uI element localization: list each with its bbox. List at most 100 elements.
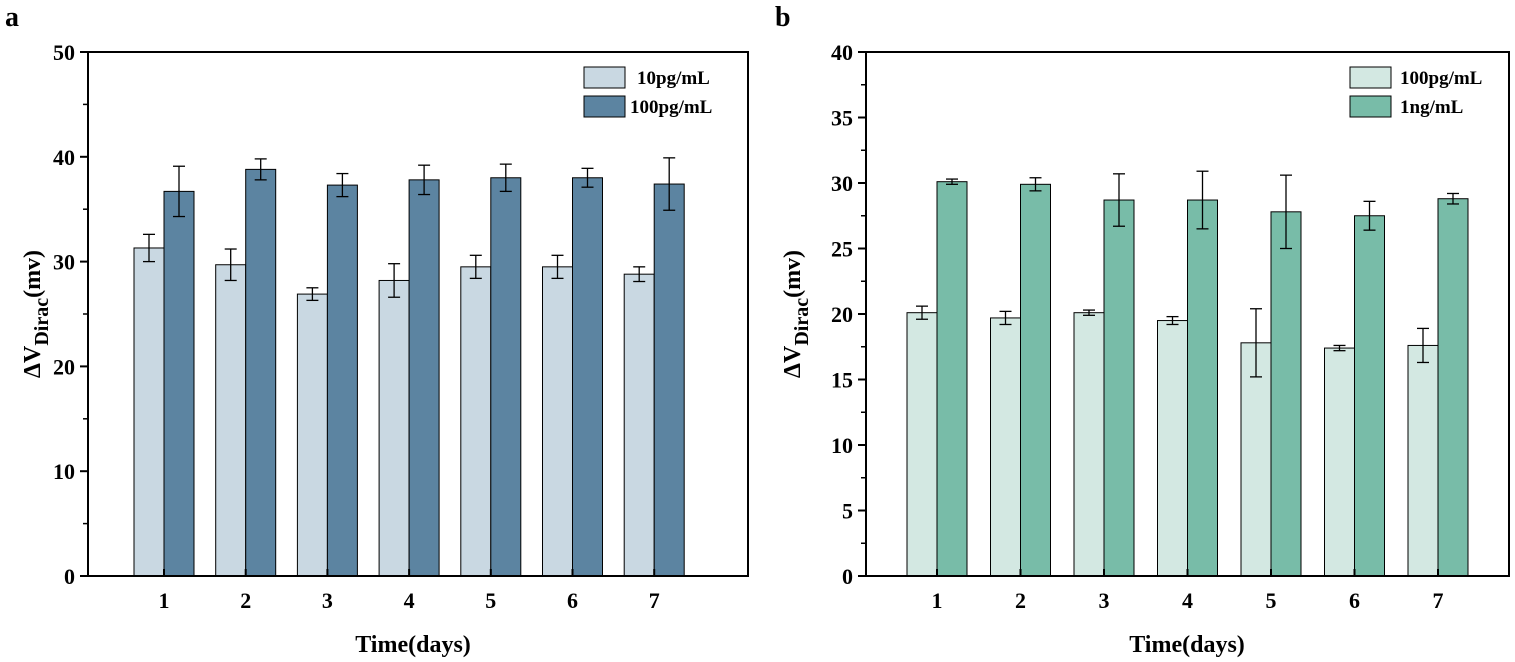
panel-b-legend-swatch-1 <box>1349 66 1392 89</box>
error-bar-a-series1-day2 <box>224 248 237 282</box>
error-bar-b-series2-day3 <box>1113 173 1125 227</box>
panel-b-x-ticks: 1 2 3 4 5 6 7 <box>932 569 1444 613</box>
bar-b-series1-day7 <box>1407 344 1439 577</box>
x-tick-label-a-6: 6 <box>567 588 578 613</box>
panel-a-legend-label-1: 10pg/mL <box>637 68 710 89</box>
panel-a-y-ticks: 0 10 20 30 40 50 <box>53 40 88 589</box>
error-bar-b-series1-day5 <box>1250 308 1262 378</box>
panel-a-legend-swatch-2 <box>583 95 626 118</box>
x-tick-label-b-6: 6 <box>1349 588 1360 613</box>
x-tick-label-a-3: 3 <box>322 588 333 613</box>
bar-a-series2-day7 <box>653 183 685 577</box>
panel-b-bars <box>906 181 1469 577</box>
panel-b-y-ticks: 0 5 10 15 20 25 30 35 40 <box>831 40 866 589</box>
bar-a-series2-day5 <box>490 177 522 577</box>
x-tick-label-b-5: 5 <box>1266 588 1277 613</box>
panel-b-legend-swatch-2 <box>1349 95 1392 118</box>
error-bar-a-series1-day4 <box>388 263 401 298</box>
bar-b-series1-day1 <box>906 312 938 577</box>
x-tick-label-a-1: 1 <box>159 588 170 613</box>
error-bar-a-series2-day4 <box>418 164 431 196</box>
panel-a: a 0 10 20 30 40 50 1 2 3 4 5 6 7 Time(days) ΔVDirac… <box>5 2 749 658</box>
x-tick-label-b-4: 4 <box>1182 588 1193 613</box>
bar-b-series2-day7 <box>1437 198 1469 577</box>
y-tick-label-a-20: 20 <box>53 354 75 379</box>
panel-b-x-axis-title: Time(days) <box>1129 632 1245 658</box>
error-bar-a-series2-day6 <box>581 167 594 188</box>
bar-a-series1-day3 <box>296 293 328 577</box>
panel-b-y-axis-title: ΔVDirac(mv) <box>780 250 813 378</box>
error-bar-a-series2-day7 <box>663 157 676 211</box>
error-bar-a-series2-day3 <box>336 172 349 198</box>
error-bar-a-series2-day1 <box>173 165 185 218</box>
error-bar-b-series2-day1 <box>946 178 958 185</box>
panel-b-letter: b <box>775 2 791 33</box>
bar-a-series2-day4 <box>408 179 440 577</box>
y-tick-label-b-30: 30 <box>831 171 853 196</box>
error-bar-a-series1-day5 <box>469 254 482 280</box>
x-tick-label-a-4: 4 <box>404 588 415 613</box>
y-tick-label-a-10: 10 <box>53 459 75 484</box>
bar-a-series2-day6 <box>572 177 603 577</box>
error-bar-a-series2-day5 <box>499 163 512 193</box>
bar-b-series2-day2 <box>1020 183 1051 577</box>
y-tick-label-a-50: 50 <box>53 40 75 65</box>
panel-a-y-axis-symbol: ΔV <box>20 345 46 378</box>
error-bar-b-series1-day2 <box>999 310 1012 326</box>
y-tick-label-a-0: 0 <box>64 564 75 589</box>
panel-a-x-ticks: 1 2 3 4 5 6 7 <box>159 569 660 613</box>
y-tick-label-b-0: 0 <box>842 564 853 589</box>
bar-b-series1-day3 <box>1073 312 1105 577</box>
bar-b-series2-day5 <box>1270 211 1302 577</box>
bar-a-series1-day2 <box>215 264 247 577</box>
panel-a-error-bars <box>143 157 676 302</box>
bar-b-series1-day6 <box>1324 347 1355 577</box>
panel-a-legend-swatch-1 <box>583 66 626 89</box>
bar-b-series1-day2 <box>990 317 1021 577</box>
x-tick-label-b-3: 3 <box>1099 588 1110 613</box>
panel-b-error-bars <box>916 170 1459 378</box>
bar-b-series2-day1 <box>936 181 968 577</box>
panel-a-y-axis-title: ΔVDirac(mv) <box>20 250 53 378</box>
error-bar-b-series2-day6 <box>1363 200 1376 231</box>
error-bar-a-series1-day6 <box>551 254 564 280</box>
panel-b-legend: 100pg/mL 1ng/mL <box>1349 66 1482 118</box>
panel-b-y-axis-subscript: Dirac <box>791 298 813 346</box>
x-tick-label-a-7: 7 <box>649 588 660 613</box>
error-bar-a-series2-day2 <box>254 158 267 181</box>
bar-a-series2-day3 <box>326 184 358 577</box>
bar-b-series1-day4 <box>1157 320 1188 577</box>
panel-a-x-axis-title: Time(days) <box>355 632 471 658</box>
error-bar-b-series2-day7 <box>1447 192 1459 205</box>
bar-a-series2-day1 <box>163 190 195 577</box>
bar-a-series1-day5 <box>460 266 492 577</box>
panel-b-legend-label-1: 100pg/mL <box>1400 68 1482 89</box>
bar-b-series2-day4 <box>1187 199 1218 577</box>
error-bar-a-series1-day7 <box>633 266 646 283</box>
panel-b-y-axis-symbol: ΔV <box>780 345 806 378</box>
x-tick-label-a-5: 5 <box>485 588 496 613</box>
panel-a-bars <box>133 168 685 577</box>
y-tick-label-b-20: 20 <box>831 302 853 327</box>
error-bar-b-series1-day4 <box>1166 315 1179 326</box>
x-tick-label-b-2: 2 <box>1015 588 1026 613</box>
panel-a-legend: 10pg/mL 100pg/mL <box>583 66 712 118</box>
y-tick-label-b-25: 25 <box>831 237 853 262</box>
y-tick-label-b-5: 5 <box>842 499 853 524</box>
error-bar-b-series1-day6 <box>1333 344 1346 352</box>
panel-b-legend-label-2: 1ng/mL <box>1400 97 1463 118</box>
panel-a-letter: a <box>5 2 19 33</box>
y-tick-label-a-30: 30 <box>53 250 75 275</box>
panel-a-y-axis-unit: (mv) <box>20 250 46 298</box>
panel-a-legend-label-2: 100pg/mL <box>630 97 712 118</box>
bar-a-series1-day4 <box>378 279 410 577</box>
bar-a-series1-day7 <box>623 273 655 577</box>
error-bar-b-series2-day5 <box>1280 174 1292 250</box>
bar-a-series1-day1 <box>133 247 165 577</box>
panel-a-y-axis-subscript: Dirac <box>31 298 53 346</box>
error-bar-a-series1-day3 <box>306 287 319 302</box>
error-bar-b-series1-day1 <box>916 305 928 320</box>
y-tick-label-b-35: 35 <box>831 106 853 131</box>
y-tick-label-b-15: 15 <box>831 368 853 393</box>
